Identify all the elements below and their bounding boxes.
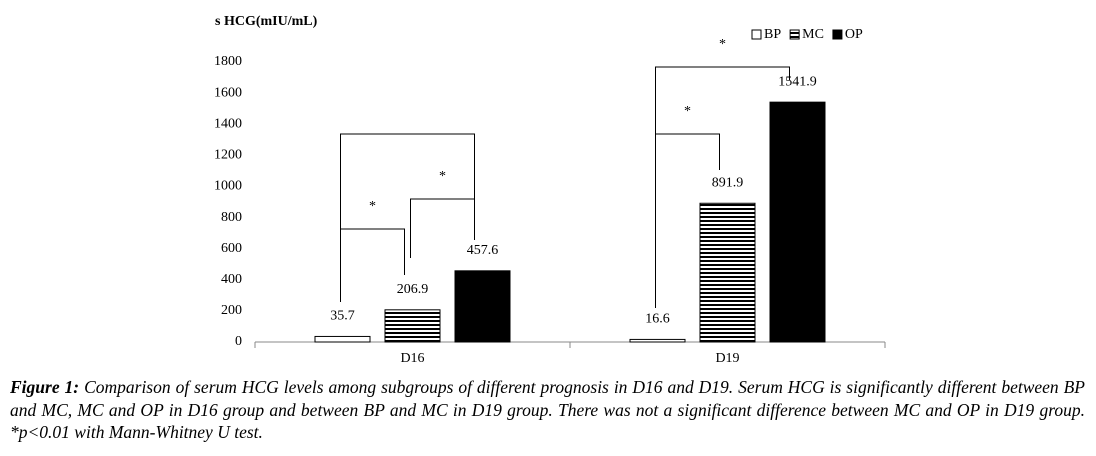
legend-swatch [751,29,762,40]
y-tick-label: 0 [235,334,242,349]
value-label: 16.6 [645,312,670,327]
caption: Figure 1: Comparison of serum HCG levels… [10,376,1085,444]
legend-label: OP [845,27,863,42]
caption-label: Figure 1: [10,377,80,397]
y-tick-label: 1400 [214,116,242,131]
y-tick-label: 400 [221,272,242,287]
significance-bracket [410,198,475,258]
significance-bracket [340,228,405,298]
value-label: 35.7 [330,309,355,324]
y-tick-label: 200 [221,303,242,318]
significance-star: * [369,199,376,214]
y-tick-label: 1000 [214,179,242,194]
x-tick-label: D16 [400,351,424,366]
value-label: 1541.9 [778,74,817,89]
y-tick-label: 600 [221,241,242,256]
value-label: 457.6 [467,243,499,258]
legend-swatch [789,29,800,40]
x-tick-label: D19 [715,351,739,366]
legend-swatch [832,29,843,40]
legend-label: MC [802,27,824,42]
legend-label: BP [764,27,781,42]
y-tick-label: 1200 [214,148,242,163]
value-label: 891.9 [712,175,744,190]
bar [454,270,511,343]
chart: s HCG(mIU/mL) 0 200 400 600 800 1000 1200 1400 1… [214,14,886,366]
bar [384,309,441,343]
significance-star: * [439,169,446,184]
bar [699,202,756,343]
significance-bracket [655,66,790,308]
y-axis-title: s HCG(mIU/mL) [215,14,318,29]
caption-text: Comparison of serum HCG levels among sub… [10,377,1085,442]
significance-bracket [340,133,475,302]
value-label: 206.9 [397,282,429,297]
bar [629,338,686,343]
significance-star: * [719,37,726,52]
significance-star: * [684,104,691,119]
bar [769,101,826,343]
y-tick-label: 1800 [214,54,242,69]
y-tick-label: 800 [221,210,242,225]
y-tick-label: 1600 [214,85,242,100]
bar [314,335,371,343]
